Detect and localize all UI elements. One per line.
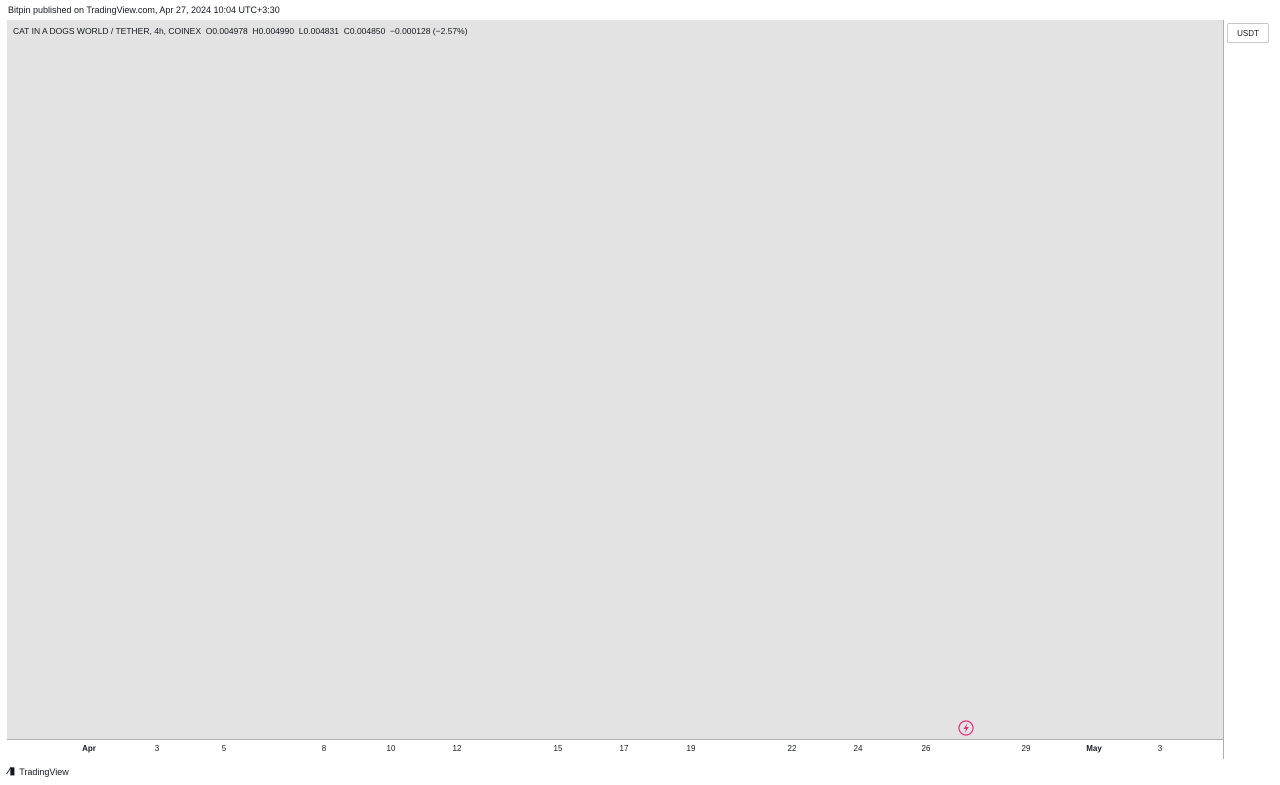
time-tick: May bbox=[1086, 744, 1102, 753]
time-tick: 5 bbox=[222, 744, 227, 753]
time-tick: 29 bbox=[1022, 744, 1031, 753]
price-axis[interactable] bbox=[1223, 20, 1280, 759]
symbol-ohlc-legend: CAT IN A DOGS WORLD / TETHER, 4h, COINEX… bbox=[13, 26, 468, 36]
time-tick: 12 bbox=[453, 744, 462, 753]
time-axis[interactable] bbox=[7, 739, 1223, 760]
lightning-icon-bolt bbox=[963, 723, 969, 733]
footer: ⁄▮ TradingView bbox=[8, 766, 69, 777]
time-tick: 17 bbox=[620, 744, 629, 753]
chart-pane[interactable] bbox=[7, 20, 1223, 739]
time-tick: 3 bbox=[155, 744, 160, 753]
time-tick: 10 bbox=[387, 744, 396, 753]
time-tick: Apr bbox=[82, 744, 96, 753]
lightning-icon bbox=[958, 720, 974, 736]
time-tick: 15 bbox=[554, 744, 563, 753]
time-tick: 22 bbox=[788, 744, 797, 753]
publisher-info: Bitpin published on TradingView.com, Apr… bbox=[8, 5, 280, 15]
tradingview-logo-icon: ⁄▮ bbox=[8, 766, 16, 777]
footer-brand: TradingView bbox=[19, 766, 69, 777]
time-tick: 26 bbox=[922, 744, 931, 753]
time-tick: 8 bbox=[322, 744, 327, 753]
time-tick: 24 bbox=[854, 744, 863, 753]
time-tick: 19 bbox=[687, 744, 696, 753]
currency-selector[interactable]: USDT bbox=[1227, 23, 1269, 43]
time-tick: 3 bbox=[1158, 744, 1163, 753]
lightning-icon-ring bbox=[958, 720, 974, 736]
top-bar: Bitpin published on TradingView.com, Apr… bbox=[0, 0, 1280, 20]
